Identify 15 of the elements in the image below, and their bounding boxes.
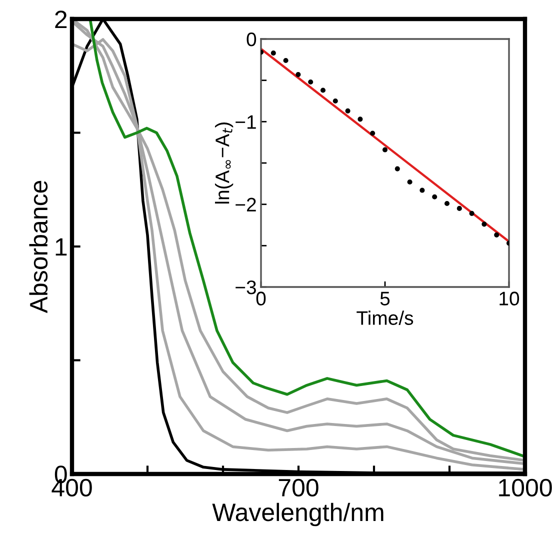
y-tick-label: 0 <box>246 32 256 46</box>
y-tick-label: 2 <box>55 10 67 28</box>
x-tick-label: 5 <box>380 292 390 306</box>
y-tick-label: −1 <box>236 115 256 129</box>
x-axis-title: Wavelength/nm <box>212 502 384 526</box>
y-axis-title: Absorbance <box>29 180 48 314</box>
y-tick-label: 1 <box>56 238 67 256</box>
x-axis-title: Time/s <box>356 310 414 325</box>
x-tick-label: 1000 <box>499 478 552 497</box>
y-axis-title: ln(A$_{∞}$−A$_{t}$) <box>214 122 234 204</box>
y-tick-label: −3 <box>236 280 256 294</box>
x-tick-label: 10 <box>500 292 520 306</box>
x-tick-label: 0 <box>256 292 266 306</box>
x-tick-label: 700 <box>278 478 318 497</box>
y-tick-label: −2 <box>236 198 256 212</box>
